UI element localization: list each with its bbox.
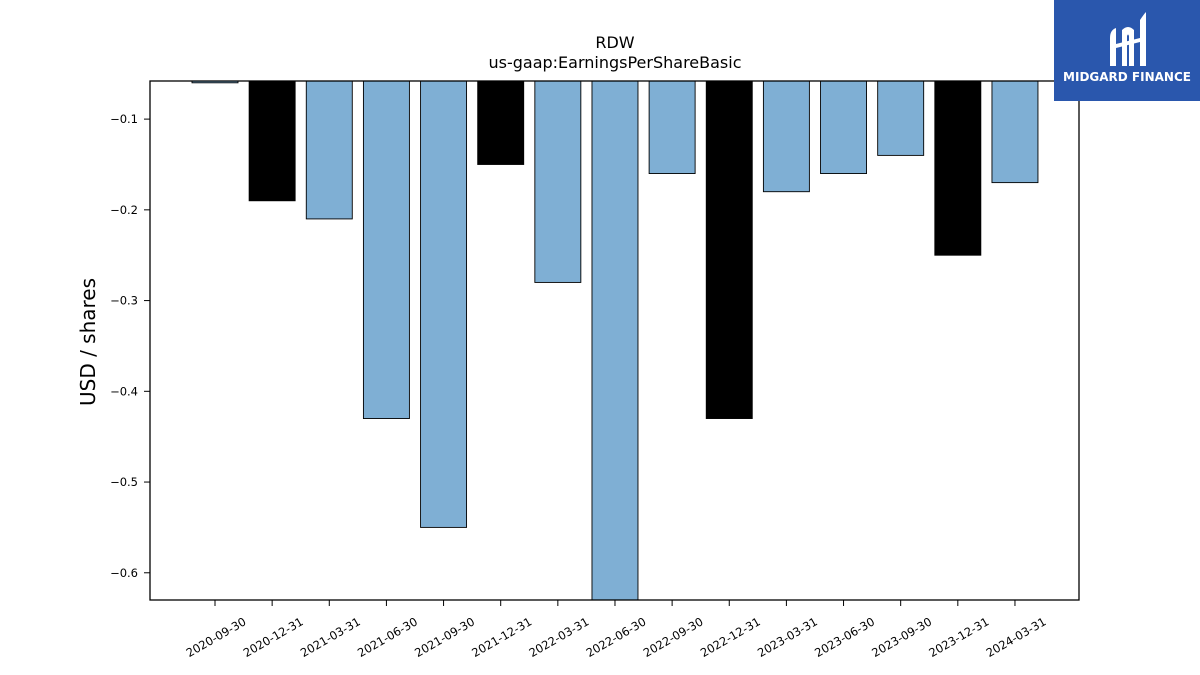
bar-2021-03-31	[305, 80, 353, 220]
y-axis-label: USD / shares	[76, 278, 100, 406]
x-tick-label: 2022-06-30	[584, 614, 649, 660]
bar-2024-03-31	[991, 80, 1039, 184]
y-tick-label: −0.6	[110, 566, 138, 580]
brand-logo: MIDGARD FINANCE	[1054, 0, 1200, 101]
y-tick-label: −0.2	[110, 203, 138, 217]
x-tick-label: 2023-06-30	[812, 614, 877, 660]
brand-name: MIDGARD FINANCE	[1063, 70, 1191, 84]
x-tick-label: 2021-09-30	[412, 614, 477, 660]
midgard-logo-icon	[1110, 12, 1146, 66]
x-tick-label: 2020-12-31	[241, 614, 306, 660]
x-tick-label: 2022-09-30	[641, 614, 706, 660]
chart-subtitle: us-gaap:EarningsPerShareBasic	[488, 53, 741, 72]
bar-2022-06-30	[591, 80, 639, 601]
bar-2023-09-30	[877, 80, 925, 156]
x-tick-label: 2020-09-30	[184, 614, 249, 660]
x-tick-label: 2022-12-31	[698, 614, 763, 660]
bar-2020-12-31	[248, 80, 296, 202]
bar-2022-09-30	[648, 80, 696, 175]
y-tick-label: −0.5	[110, 475, 138, 489]
x-tick-label: 2021-12-31	[469, 614, 534, 660]
y-axis: −0.1 −0.2 −0.3 −0.4 −0.5 −0.6	[110, 112, 150, 580]
bar-2023-12-31	[934, 80, 982, 256]
y-tick-label: −0.4	[110, 384, 138, 398]
x-tick-label: 2024-03-31	[984, 614, 1049, 660]
bar-2022-12-31	[705, 80, 753, 419]
x-tick-label: 2021-06-30	[355, 614, 420, 660]
x-tick-label: 2023-09-30	[869, 614, 934, 660]
bar-2023-03-31	[762, 80, 810, 193]
plot-frame	[149, 80, 1080, 601]
bar-2021-09-30	[420, 80, 468, 528]
bar-2021-12-31	[477, 80, 525, 165]
x-tick-label: 2021-03-31	[298, 614, 363, 660]
x-axis: 2020-09-302020-12-312021-03-312021-06-30…	[184, 600, 1049, 660]
bar-2023-06-30	[820, 80, 867, 175]
chart-title: RDW	[595, 33, 634, 52]
y-tick-label: −0.3	[110, 294, 138, 308]
bar-2022-03-31	[534, 80, 582, 283]
x-tick-label: 2022-03-31	[526, 614, 591, 660]
x-tick-label: 2023-03-31	[755, 614, 820, 660]
x-tick-label: 2023-12-31	[926, 614, 991, 660]
bar-2021-06-30	[362, 80, 410, 419]
y-tick-label: −0.1	[110, 112, 138, 126]
bars-group	[191, 80, 1039, 601]
